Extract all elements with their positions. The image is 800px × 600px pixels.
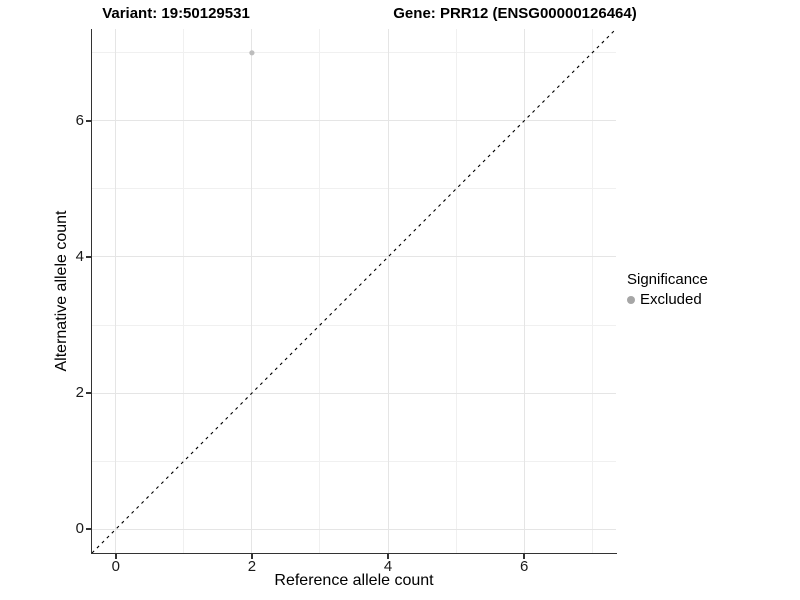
x-axis-tick xyxy=(387,554,389,559)
gridline-x-minor xyxy=(183,29,185,553)
variant-title: Variant: 19:50129531 xyxy=(102,5,250,22)
gridline-x-major xyxy=(251,29,253,553)
legend-item-label: Excluded xyxy=(640,291,702,308)
legend-title: Significance xyxy=(627,271,708,288)
x-axis-tick xyxy=(115,554,117,559)
gridline-x-major xyxy=(115,29,117,553)
x-axis-tick-label: 4 xyxy=(383,558,393,575)
y-axis-title: Alternative allele count xyxy=(53,210,70,372)
x-axis-tick xyxy=(251,554,253,559)
y-axis-tick-label: 4 xyxy=(75,247,84,265)
y-axis-tick-label: 2 xyxy=(75,384,84,402)
x-axis-title: Reference allele count xyxy=(274,572,434,589)
gridline-y-major xyxy=(92,392,616,394)
y-axis-line xyxy=(90,29,92,554)
gridline-x-minor xyxy=(319,29,321,553)
x-axis-tick-label: 0 xyxy=(111,558,120,575)
gridline-x-minor xyxy=(455,29,457,553)
y-axis-tick xyxy=(86,120,91,122)
gridline-y-minor xyxy=(92,52,616,54)
gene-title: Gene: PRR12 (ENSG00000126464) xyxy=(393,5,637,22)
y-axis-tick-label: 6 xyxy=(75,111,84,129)
gridline-y-major xyxy=(92,120,616,122)
x-axis-tick-label: 2 xyxy=(247,558,257,575)
gridline-x-major xyxy=(523,29,525,553)
legend: Significance Excluded xyxy=(627,271,708,308)
gridline-x-major xyxy=(387,29,389,553)
y-axis-tick-label: 0 xyxy=(75,520,84,538)
x-axis-tick xyxy=(523,554,525,559)
x-axis-line xyxy=(90,552,617,554)
y-axis-tick xyxy=(86,256,91,258)
identity-reference-line xyxy=(92,29,616,553)
plot-canvas xyxy=(92,29,616,553)
gridline-y-minor xyxy=(92,324,616,326)
plot-panel xyxy=(92,29,616,553)
y-axis-tick xyxy=(86,528,91,530)
gridline-y-major xyxy=(92,256,616,258)
gridline-y-major xyxy=(92,528,616,530)
data-point xyxy=(249,50,255,56)
legend-item-excluded: Excluded xyxy=(627,291,708,308)
x-axis-tick-label: 6 xyxy=(519,558,529,575)
legend-key-dot-icon xyxy=(627,295,635,304)
y-axis-tick xyxy=(86,392,91,394)
gridline-x-minor xyxy=(591,29,593,553)
gridline-y-minor xyxy=(92,460,616,462)
gridline-y-minor xyxy=(92,188,616,190)
